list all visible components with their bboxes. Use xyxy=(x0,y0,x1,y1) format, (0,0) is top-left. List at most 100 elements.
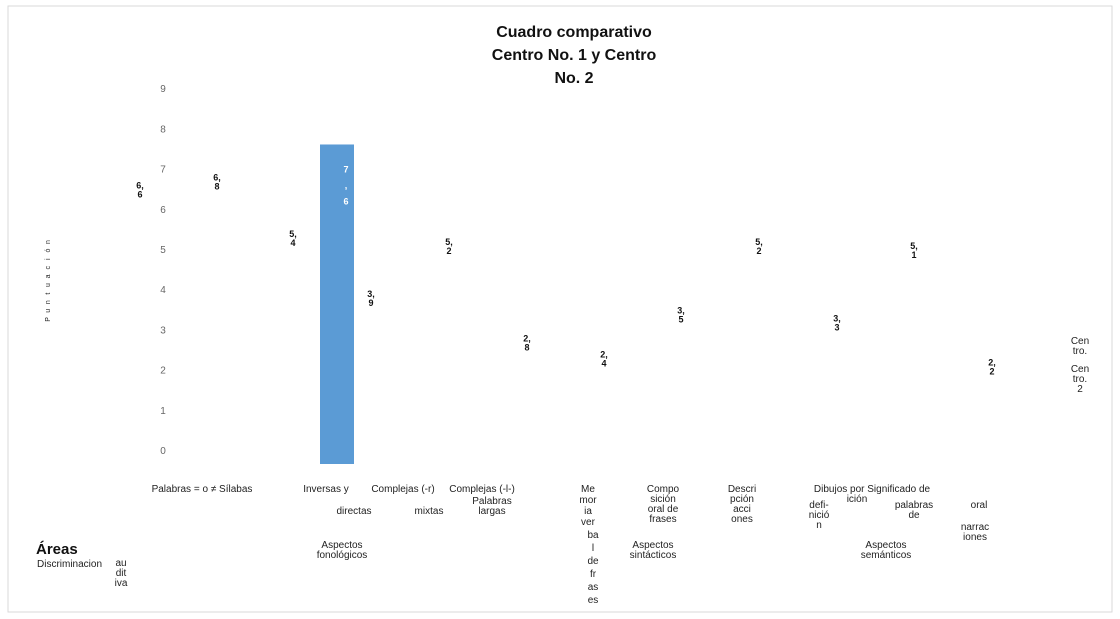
y-tick-label: 2 xyxy=(160,366,166,377)
category-label: acci xyxy=(733,504,751,515)
category-label: es xyxy=(588,595,599,606)
category-label: nició xyxy=(809,510,830,521)
category-label: de xyxy=(908,510,920,521)
data-point-label: 3, xyxy=(677,305,685,315)
category-label: ba xyxy=(587,530,599,541)
legend-label: tro. xyxy=(1073,374,1087,385)
category-label: l xyxy=(592,543,594,554)
category-label: iva xyxy=(115,578,128,589)
data-point-label: 2 xyxy=(446,246,451,256)
category-group-label: Aspectos xyxy=(321,540,362,551)
data-point-label: 2, xyxy=(988,358,996,368)
y-axis-label: u xyxy=(45,309,52,313)
data-point-label: 6, xyxy=(136,181,144,191)
y-tick-label: 5 xyxy=(160,245,166,256)
y-axis-label: t xyxy=(45,293,52,295)
y-tick-label: 7 xyxy=(160,165,166,176)
category-label: Inversas y xyxy=(303,484,349,495)
data-point-label: 2 xyxy=(989,367,994,377)
data-point-label: 2 xyxy=(756,246,761,256)
chart-title: Centro No. 1 y Centro xyxy=(492,47,657,64)
chart-title: No. 2 xyxy=(554,70,593,87)
y-tick-label: 4 xyxy=(160,285,166,296)
data-point-label: 5, xyxy=(755,237,763,247)
data-point-label: 6 xyxy=(137,190,142,200)
bar-value-label: 7 xyxy=(343,164,348,174)
data-point-label: 8 xyxy=(214,182,219,192)
y-tick-label: 1 xyxy=(160,406,166,417)
category-group-label: semánticos xyxy=(861,550,912,561)
category-label: frases xyxy=(649,514,676,525)
category-label: largas xyxy=(478,506,505,517)
legend-label: Cen xyxy=(1071,336,1089,347)
category-label: directas xyxy=(336,506,371,517)
data-point-label: 5, xyxy=(445,237,453,247)
data-point-label: 2, xyxy=(600,350,608,360)
data-point-label: 5, xyxy=(910,241,918,251)
category-label: iones xyxy=(963,532,987,543)
data-point-label: 5, xyxy=(289,229,297,239)
y-axis-label: n xyxy=(45,300,52,304)
category-label: de xyxy=(587,556,599,567)
y-tick-label: 9 xyxy=(160,84,166,95)
data-point-label: 8 xyxy=(524,342,529,352)
category-label: as xyxy=(588,582,599,593)
y-axis-label: n xyxy=(45,240,52,244)
category-label: ición xyxy=(847,494,868,505)
data-point-label: 3, xyxy=(833,313,841,323)
y-tick-label: 0 xyxy=(160,446,166,457)
category-label: pción xyxy=(730,494,754,505)
y-tick-label: 3 xyxy=(160,325,166,336)
category-label: Me xyxy=(581,484,595,495)
category-label: Compo xyxy=(647,484,680,495)
y-tick-label: 6 xyxy=(160,205,166,216)
category-group-label: Aspectos xyxy=(865,540,906,551)
legend-label: tro. xyxy=(1073,346,1087,357)
data-point-label: 1 xyxy=(911,250,916,260)
y-axis-label: P xyxy=(45,317,52,322)
category-label: dit xyxy=(116,568,127,579)
legend-label: 2 xyxy=(1077,384,1083,395)
category-label: Descri xyxy=(728,484,756,495)
legend-label: Cen xyxy=(1071,364,1089,375)
category-group-label: fonológicos xyxy=(317,550,368,561)
category-label: mor xyxy=(579,495,597,506)
data-point-label: 3 xyxy=(834,322,839,332)
chart-title: Cuadro comparativo xyxy=(496,24,652,41)
category-label: n xyxy=(816,520,822,531)
category-label: mixtas xyxy=(415,506,444,517)
category-label: narrac xyxy=(961,522,989,533)
x-axis-label: Áreas xyxy=(36,541,78,558)
data-point-label: 9 xyxy=(368,298,373,308)
data-point-label: 3, xyxy=(367,289,375,299)
category-label: ones xyxy=(731,514,753,525)
bar-inversas xyxy=(320,144,354,465)
y-axis-label: u xyxy=(45,283,52,287)
category-label: Discriminacion xyxy=(37,559,102,570)
data-point-label: 4 xyxy=(290,238,295,248)
y-axis-label: a xyxy=(45,274,52,278)
category-label: oral de xyxy=(648,504,679,515)
category-label: ia xyxy=(584,506,592,517)
bar-value-label: , xyxy=(345,180,348,190)
y-axis-label: ó xyxy=(45,249,52,253)
category-group-label: sintácticos xyxy=(630,550,677,561)
category-label: Complejas (-r) xyxy=(371,484,434,495)
category-label: oral xyxy=(971,500,988,511)
category-label: defi- xyxy=(809,500,828,511)
category-label: ver xyxy=(581,517,596,528)
y-axis-label: c xyxy=(45,266,52,270)
category-label: Dibujos por Significado de xyxy=(814,484,931,495)
category-label: sición xyxy=(650,494,676,505)
data-point-label: 5 xyxy=(678,314,683,324)
category-label: palabras xyxy=(895,500,933,511)
bar-value-label: 6 xyxy=(343,196,348,206)
category-label: fr xyxy=(590,569,597,580)
category-group-label: Aspectos xyxy=(632,540,673,551)
data-point-label: 4 xyxy=(601,359,606,369)
data-point-label: 2, xyxy=(523,333,531,343)
y-axis-label: i xyxy=(45,258,52,260)
category-label: Palabras xyxy=(472,496,511,507)
